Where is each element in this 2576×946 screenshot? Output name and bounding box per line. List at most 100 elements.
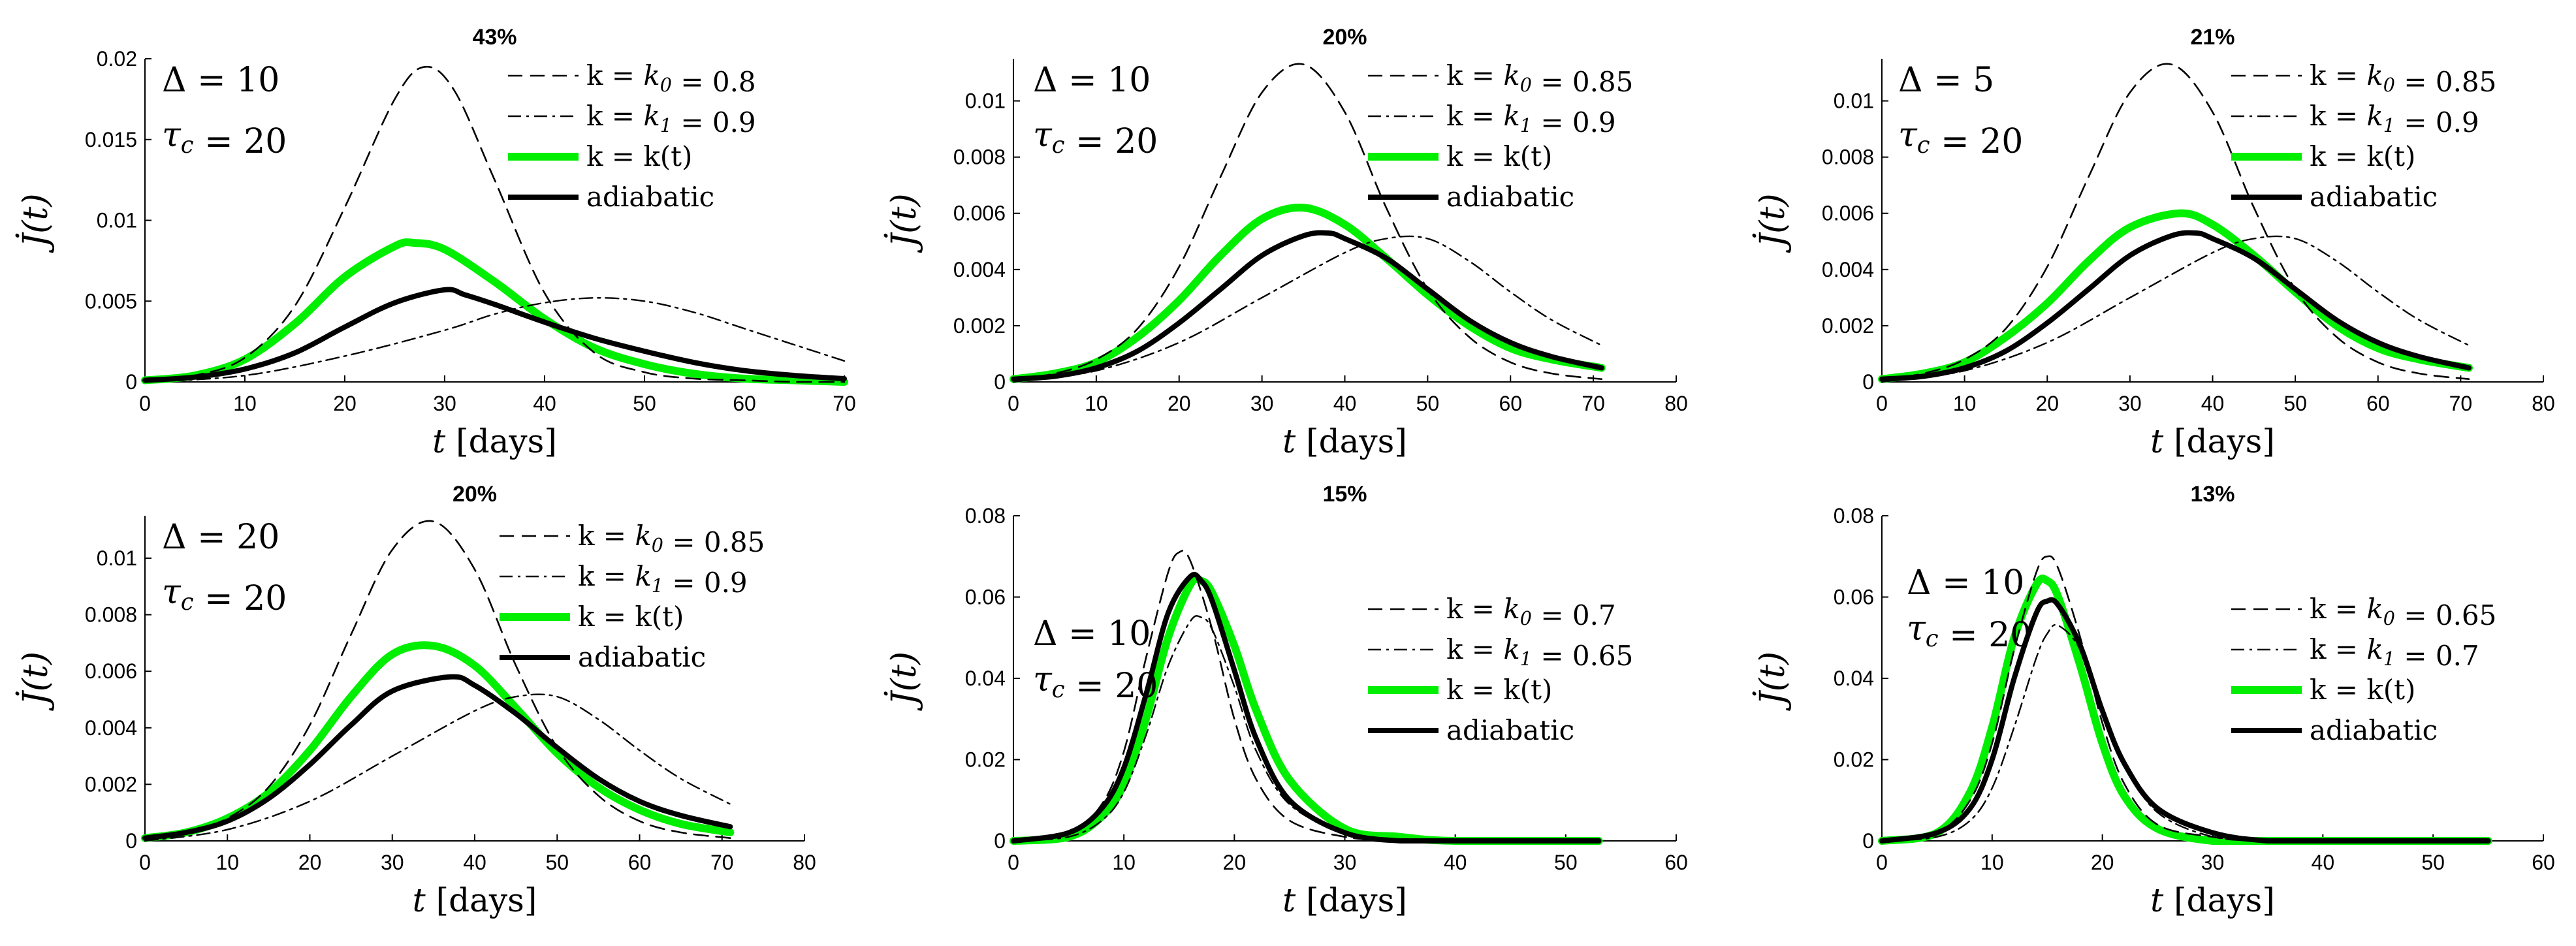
y-tick-label: 0.008 [953,146,1006,169]
y-tick-label: 0.002 [953,314,1006,338]
annotation-text: Δ = 10 [1033,614,1151,654]
x-tick-label: 40 [2312,851,2335,874]
legend-label: k = k1 = 0.9 [578,560,748,599]
x-tick-label: 10 [215,851,239,874]
legend-label: k = k1 = 0.9 [1446,100,1616,138]
chart-title: 43% [472,25,517,50]
x-tick-label: 60 [733,392,756,415]
x-tick-label: 30 [2118,392,2142,415]
chart-title: 21% [2190,25,2234,50]
x-tick-label: 0 [139,851,151,874]
y-tick-label: 0.08 [965,504,1006,528]
y-tick-label: 0.01 [97,209,137,232]
x-tick-label: 80 [793,851,816,874]
legend-label: k = k0 = 0.85 [2310,59,2496,98]
y-tick-label: 0 [1862,370,1874,394]
legend-label: adiabatic [1446,714,1574,746]
x-tick-label: 20 [333,392,357,415]
series-line-dashed [144,65,846,383]
series-line-solid-black [1011,230,1604,382]
x-tick-label: 20 [2035,392,2059,415]
y-tick-label: 0.004 [953,258,1006,281]
series-line-solid-green [1010,575,1603,845]
x-tick-label: 40 [1333,392,1357,415]
x-tick-label: 30 [433,392,456,415]
x-tick-label: 40 [533,392,556,415]
legend: k = k0 = 0.8k = k1 = 0.9k = k(t) adiabati… [508,59,756,213]
y-tick-label: 0.02 [1834,748,1874,772]
chart-panel-5: 0 10 20 30 40 50 60 0 0.02 0.04 0.06 0.08 15% t [days… [884,482,1688,919]
x-tick-label: 50 [1554,851,1578,874]
x-tick-label: 20 [1223,851,1247,874]
legend-label: adiabatic [2310,181,2438,213]
legend-label: k = k0 = 0.65 [2310,593,2496,631]
legend-label: k = k(t) [1446,140,1552,172]
series-line-dashdot [1881,623,2489,842]
legend-label: k = k(t) [578,601,684,633]
legend: k = k0 = 0.85k = k1 = 0.9k = k(t) adiabat… [1368,59,1633,213]
x-tick-label: 50 [633,392,656,415]
chart-title: 15% [1322,482,1367,507]
x-tick-label: 30 [1333,851,1357,874]
x-tick-label: 60 [2532,851,2555,874]
legend-label: adiabatic [578,641,706,673]
x-tick-label: 60 [2366,392,2390,415]
annotation-text: τc = 20 [1898,116,2023,161]
y-tick-label: 0 [125,829,137,853]
x-tick-label: 40 [463,851,486,874]
x-tick-label: 20 [298,851,322,874]
y-tick-label: 0.01 [97,546,137,570]
series-line-dashdot [1012,235,1602,383]
legend-label: k = k0 = 0.7 [1446,593,1616,631]
x-axis-label: t [days] [1282,422,1407,460]
series-line-solid-black [1011,571,1602,844]
y-tick-label: 0.004 [1822,258,1874,281]
legend-label: k = k0 = 0.85 [1446,59,1633,98]
x-axis-label: t [days] [2150,881,2275,919]
x-tick-label: 40 [1444,851,1467,874]
series-line-solid-black [142,674,733,841]
y-tick-label: 0.005 [85,289,137,313]
x-axis-label: t [days] [432,422,557,460]
legend-label: k = k0 = 0.85 [578,520,765,558]
legend-label: k = k(t) [586,140,692,172]
legend: k = k0 = 0.7k = k1 = 0.65k = k(t) adiabat… [1368,593,1633,746]
x-tick-label: 50 [545,851,569,874]
x-tick-label: 30 [1250,392,1274,415]
x-tick-label: 60 [1664,851,1688,874]
annotation-text: τc = 20 [162,116,287,161]
x-tick-label: 50 [1416,392,1440,415]
x-tick-label: 40 [2201,392,2225,415]
series-line-solid-black [1879,597,2491,844]
series-line-dashed [1012,550,1600,842]
legend-label: k = k1 = 0.65 [1446,633,1633,672]
x-tick-label: 0 [1876,851,1888,874]
x-tick-label: 20 [2091,851,2114,874]
annotation-text: Δ = 10 [1907,563,2024,603]
x-tick-label: 30 [381,851,404,874]
legend-label: k = k(t) [2310,674,2415,706]
x-tick-label: 10 [233,392,257,415]
y-tick-label: 0.002 [85,772,137,796]
y-tick-label: 0.006 [1822,202,1874,225]
x-tick-label: 10 [1980,851,2004,874]
x-axis-label: t [days] [1282,881,1407,919]
annotation-text: τc = 20 [1033,116,1158,161]
legend: k = k0 = 0.85k = k1 = 0.9k = k(t) adiabat… [500,520,765,673]
x-tick-label: 30 [2201,851,2225,874]
legend-label: k = k(t) [1446,674,1552,706]
x-tick-label: 0 [1876,392,1888,415]
x-tick-label: 50 [2421,851,2445,874]
legend-label: k = k1 = 0.9 [2310,100,2479,138]
x-tick-label: 0 [1008,851,1019,874]
x-tick-label: 10 [1085,392,1108,415]
x-tick-label: 80 [2532,392,2555,415]
legend-label: k = k0 = 0.8 [586,59,756,98]
y-tick-label: 0.08 [1834,504,1874,528]
x-tick-label: 60 [628,851,652,874]
y-tick-label: 0.04 [1834,667,1874,690]
series-line-solid-green [1010,203,1606,383]
series-line-solid-black [1879,230,2472,382]
legend-label: k = k1 = 0.7 [2310,633,2479,672]
